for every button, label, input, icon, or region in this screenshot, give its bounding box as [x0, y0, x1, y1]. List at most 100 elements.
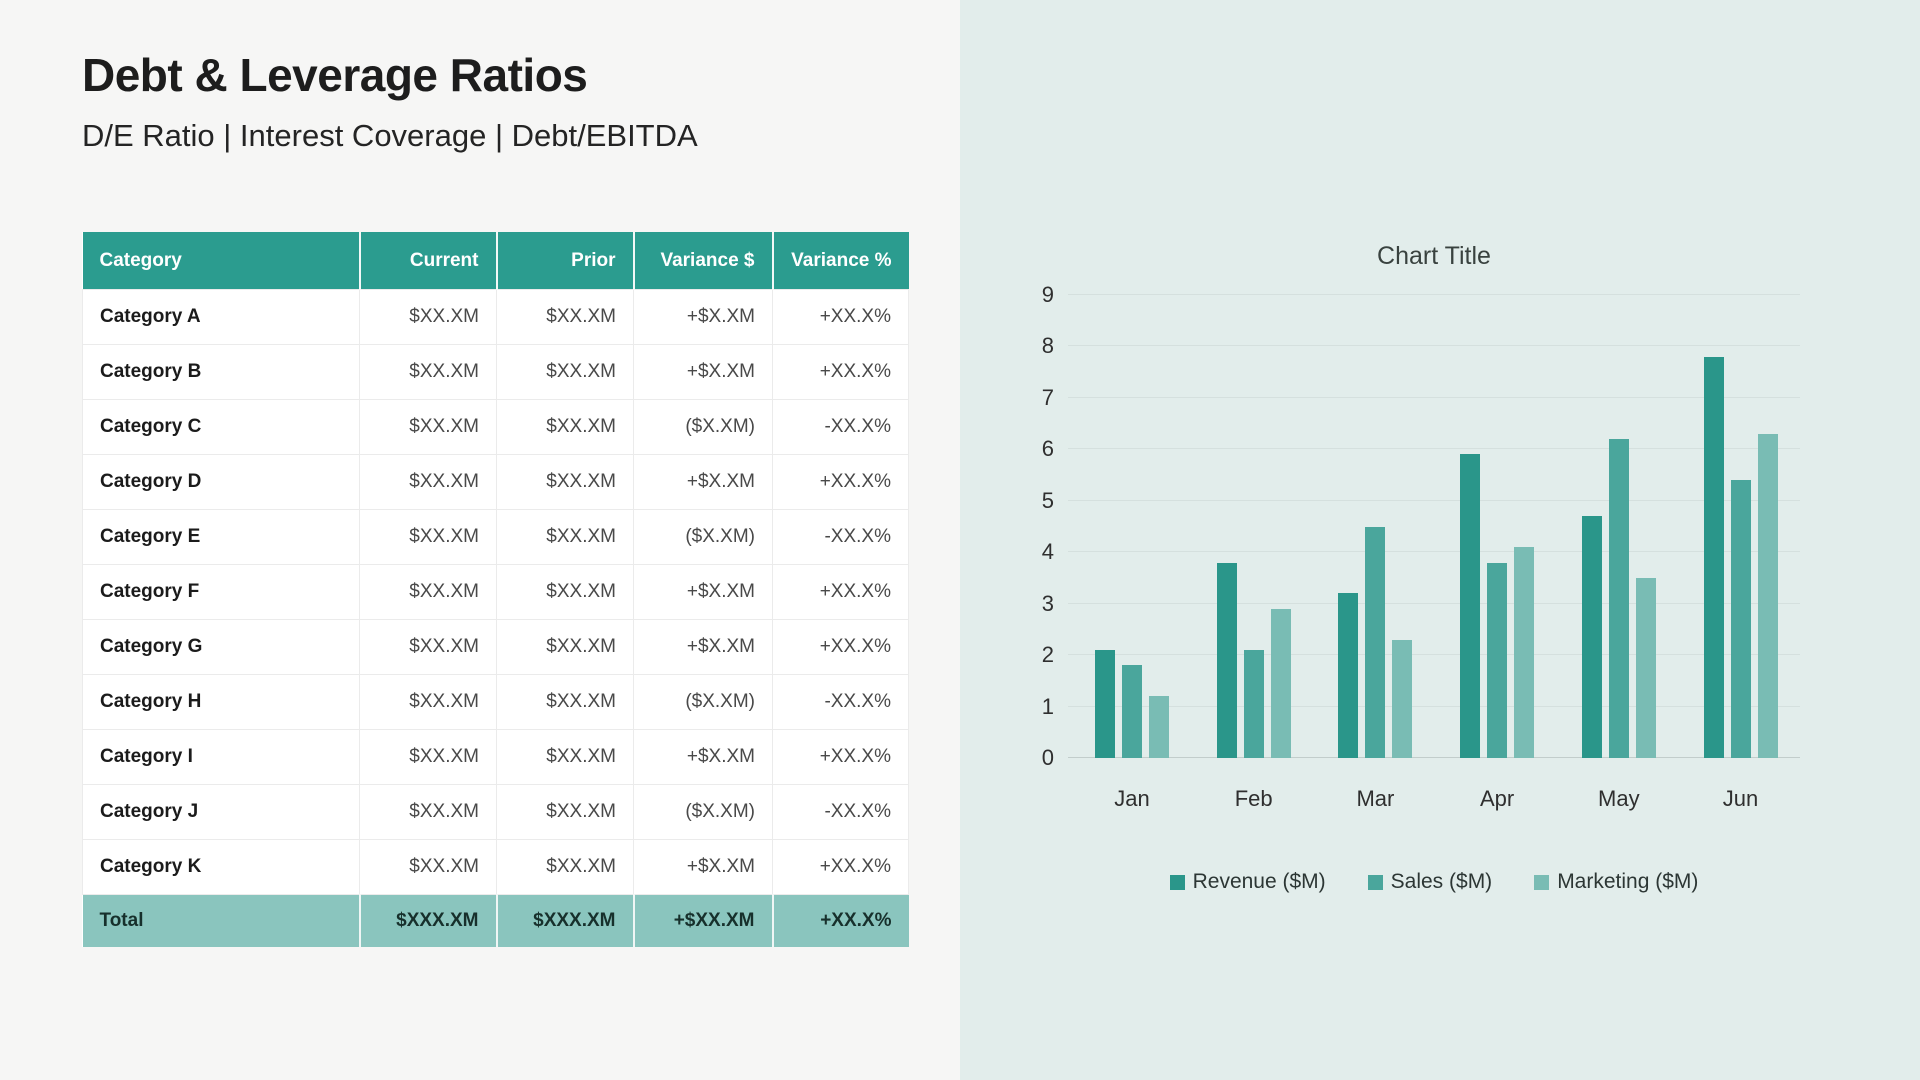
x-axis-label: Jan	[1114, 786, 1150, 811]
row-current: $XX.XM	[359, 619, 497, 675]
x-axis-label: Feb	[1234, 786, 1273, 811]
row-current: $XX.XM	[359, 454, 497, 510]
row-prior: $XX.XM	[496, 454, 634, 510]
gridline	[1068, 448, 1800, 450]
row-current: $XX.XM	[359, 729, 497, 785]
row-current: $XX.XM	[359, 674, 497, 730]
row-prior: $XX.XM	[496, 784, 634, 840]
table-total-row: Total $XXX.XM $XXX.XM +$XX.XM +XX.X%	[82, 894, 909, 947]
row-variance_usd: +$X.XM	[633, 619, 773, 675]
row-variance_usd: ($X.XM)	[633, 509, 773, 565]
bar-group	[1216, 295, 1291, 758]
y-tick-label: 8	[1041, 333, 1054, 359]
row-variance_pct: +XX.X%	[772, 289, 909, 345]
column-header-variance_pct: Variance %	[772, 232, 909, 290]
legend-swatch	[1534, 874, 1550, 890]
bar-marketing-m	[1757, 433, 1778, 758]
gridline	[1068, 396, 1800, 398]
page-title: Debt & Leverage Ratios	[82, 49, 588, 101]
row-variance_usd: ($X.XM)	[633, 399, 773, 455]
bar-marketing-m	[1149, 696, 1169, 758]
legend-item: Marketing ($M)	[1534, 870, 1698, 894]
plot-area: 0 1 2 3 4 5 6 7 8 9 Jan Feb Mar Apr May Jun	[1042, 282, 1800, 811]
x-axis-label: May	[1598, 786, 1640, 811]
row-category: Category B	[82, 344, 360, 400]
row-current: $XX.XM	[359, 784, 497, 840]
legend-item: Revenue ($M)	[1169, 870, 1326, 894]
page-subtitle: D/E Ratio | Interest Coverage | Debt/EBI…	[82, 118, 698, 153]
y-tick-label: 7	[1041, 384, 1054, 410]
row-prior: $XX.XM	[496, 729, 634, 785]
row-prior: $XX.XM	[496, 839, 634, 895]
row-category: Category C	[82, 399, 360, 455]
total-label: Total	[82, 894, 361, 947]
x-axis-label: Mar	[1356, 786, 1395, 811]
bar-revenue-m	[1095, 649, 1115, 758]
gridline	[1068, 345, 1800, 347]
bar-revenue-m	[1216, 562, 1237, 758]
x-axis-label: Apr	[1479, 786, 1515, 811]
row-variance_pct: -XX.X%	[772, 784, 909, 840]
chart-title: Chart Title	[1377, 242, 1491, 270]
gridline	[1068, 757, 1800, 758]
gridline	[1068, 294, 1800, 295]
row-category: Category J	[82, 784, 360, 840]
gridline	[1068, 654, 1800, 656]
table-row: Category F $XX.XM $XX.XM +$X.XM +XX.X%	[82, 564, 909, 620]
bar-group	[1095, 295, 1169, 758]
row-variance_pct: +XX.X%	[772, 454, 909, 510]
row-current: $XX.XM	[359, 509, 497, 565]
row-variance_pct: +XX.X%	[772, 839, 909, 895]
column-header-current: Current	[359, 232, 498, 290]
table-row: Category E $XX.XM $XX.XM ($X.XM) -XX.X%	[82, 509, 909, 565]
row-prior: $XX.XM	[496, 509, 634, 565]
table-row: Category G $XX.XM $XX.XM +$X.XM +XX.X%	[82, 619, 909, 675]
bar-group	[1338, 295, 1413, 758]
bar-sales-m	[1122, 665, 1142, 758]
row-variance_usd: +$X.XM	[633, 839, 773, 895]
row-prior: $XX.XM	[496, 674, 634, 730]
table-row: Category C $XX.XM $XX.XM ($X.XM) -XX.X%	[82, 399, 909, 455]
y-tick-label: 3	[1041, 590, 1054, 616]
legend-label: Revenue ($M)	[1192, 870, 1326, 893]
bar-marketing-m	[1392, 639, 1413, 758]
row-variance_usd: +$X.XM	[633, 454, 773, 510]
row-variance_pct: -XX.X%	[772, 509, 909, 565]
row-variance_usd: ($X.XM)	[633, 674, 773, 730]
y-tick-label: 5	[1041, 487, 1054, 513]
table-row: Category A $XX.XM $XX.XM +$X.XM +XX.X%	[82, 289, 909, 345]
x-axis-label: Jun	[1722, 786, 1759, 811]
table-row: Category I $XX.XM $XX.XM +$X.XM +XX.X%	[82, 729, 909, 785]
total-variance_pct: +XX.X%	[772, 894, 909, 947]
gridline	[1068, 602, 1800, 604]
row-category: Category I	[82, 729, 360, 785]
chart-legend: Revenue ($M) Sales ($M) Marketing ($M)	[1068, 870, 1800, 894]
bar-sales-m	[1730, 480, 1751, 758]
gridline	[1068, 705, 1800, 707]
row-variance_pct: +XX.X%	[772, 344, 909, 400]
y-tick-label: 6	[1041, 436, 1054, 462]
bar-revenue-m	[1581, 516, 1602, 758]
row-current: $XX.XM	[359, 839, 497, 895]
row-prior: $XX.XM	[496, 344, 634, 400]
legend-label: Sales ($M)	[1390, 870, 1493, 893]
row-current: $XX.XM	[359, 289, 497, 345]
table-row: Category K $XX.XM $XX.XM +$X.XM +XX.X%	[82, 839, 909, 895]
total-current: $XXX.XM	[359, 894, 498, 947]
bar-group	[1581, 295, 1656, 758]
table-row: Category D $XX.XM $XX.XM +$X.XM +XX.X%	[82, 454, 909, 510]
row-current: $XX.XM	[359, 564, 497, 620]
legend-swatch	[1169, 874, 1185, 890]
row-category: Category E	[82, 509, 360, 565]
row-prior: $XX.XM	[496, 399, 634, 455]
row-prior: $XX.XM	[496, 564, 634, 620]
bar-sales-m	[1243, 649, 1264, 758]
bar-group	[1703, 295, 1778, 758]
y-tick-label: 0	[1041, 745, 1054, 770]
bar-revenue-m	[1338, 593, 1359, 758]
row-category: Category G	[82, 619, 360, 675]
row-prior: $XX.XM	[496, 289, 634, 345]
bar-sales-m	[1487, 562, 1508, 758]
column-header-category: Category	[82, 232, 361, 290]
